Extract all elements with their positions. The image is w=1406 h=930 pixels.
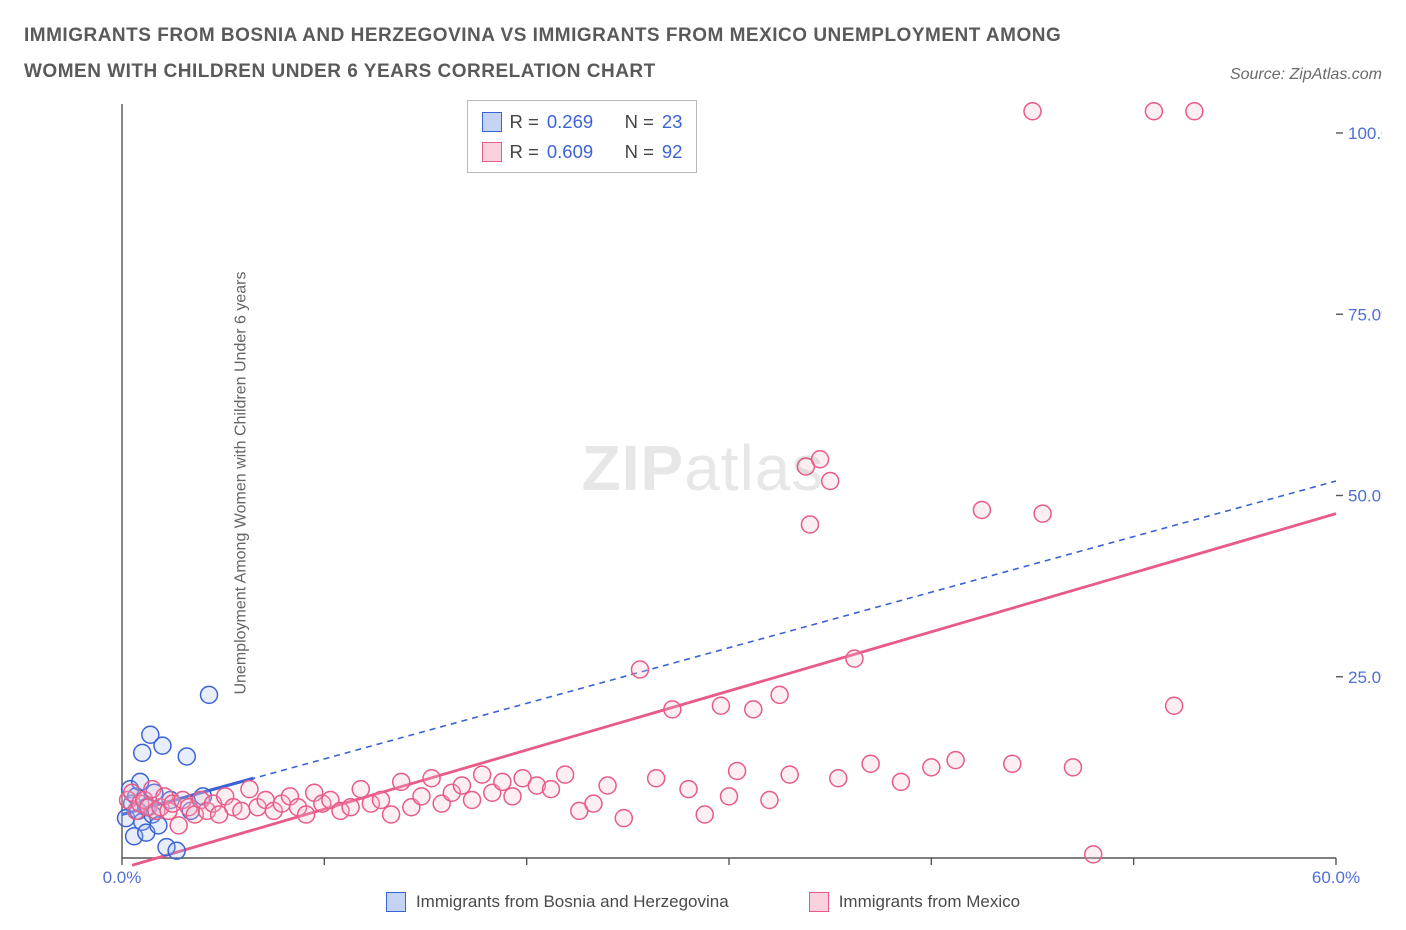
legend-swatch xyxy=(482,112,502,132)
legend-label: Immigrants from Bosnia and Herzegovina xyxy=(416,892,729,912)
stats-row: R = 0.269 N = 23 xyxy=(482,107,683,137)
source-label: Source: ZipAtlas.com xyxy=(1230,66,1382,84)
chart-title: IMMIGRANTS FROM BOSNIA AND HERZEGOVINA V… xyxy=(24,18,1124,90)
legend-swatch xyxy=(386,892,406,912)
svg-text:50.0%: 50.0% xyxy=(1348,487,1382,506)
x-tick-label: 0.0% xyxy=(103,868,142,888)
legend-label: Immigrants from Mexico xyxy=(839,892,1020,912)
legend-swatch xyxy=(482,142,502,162)
series-legend: Immigrants from Bosnia and Herzegovina Im… xyxy=(24,892,1382,912)
svg-text:100.0%: 100.0% xyxy=(1348,124,1382,143)
legend-swatch xyxy=(809,892,829,912)
svg-text:25.0%: 25.0% xyxy=(1348,668,1382,687)
stats-legend: R = 0.269 N = 23 R = 0.609 N = 92 xyxy=(467,100,698,173)
svg-text:75.0%: 75.0% xyxy=(1348,305,1382,324)
legend-item: Immigrants from Bosnia and Herzegovina xyxy=(386,892,729,912)
legend-item: Immigrants from Mexico xyxy=(809,892,1020,912)
x-axis-labels: 0.0%60.0% xyxy=(74,868,1336,888)
y-axis-label: Unemployment Among Women with Children U… xyxy=(233,272,251,695)
stats-row: R = 0.609 N = 92 xyxy=(482,137,683,167)
x-tick-label: 60.0% xyxy=(1312,868,1360,888)
scatter-plot: 25.0% 50.0% 75.0% 100.0% xyxy=(72,98,1382,868)
